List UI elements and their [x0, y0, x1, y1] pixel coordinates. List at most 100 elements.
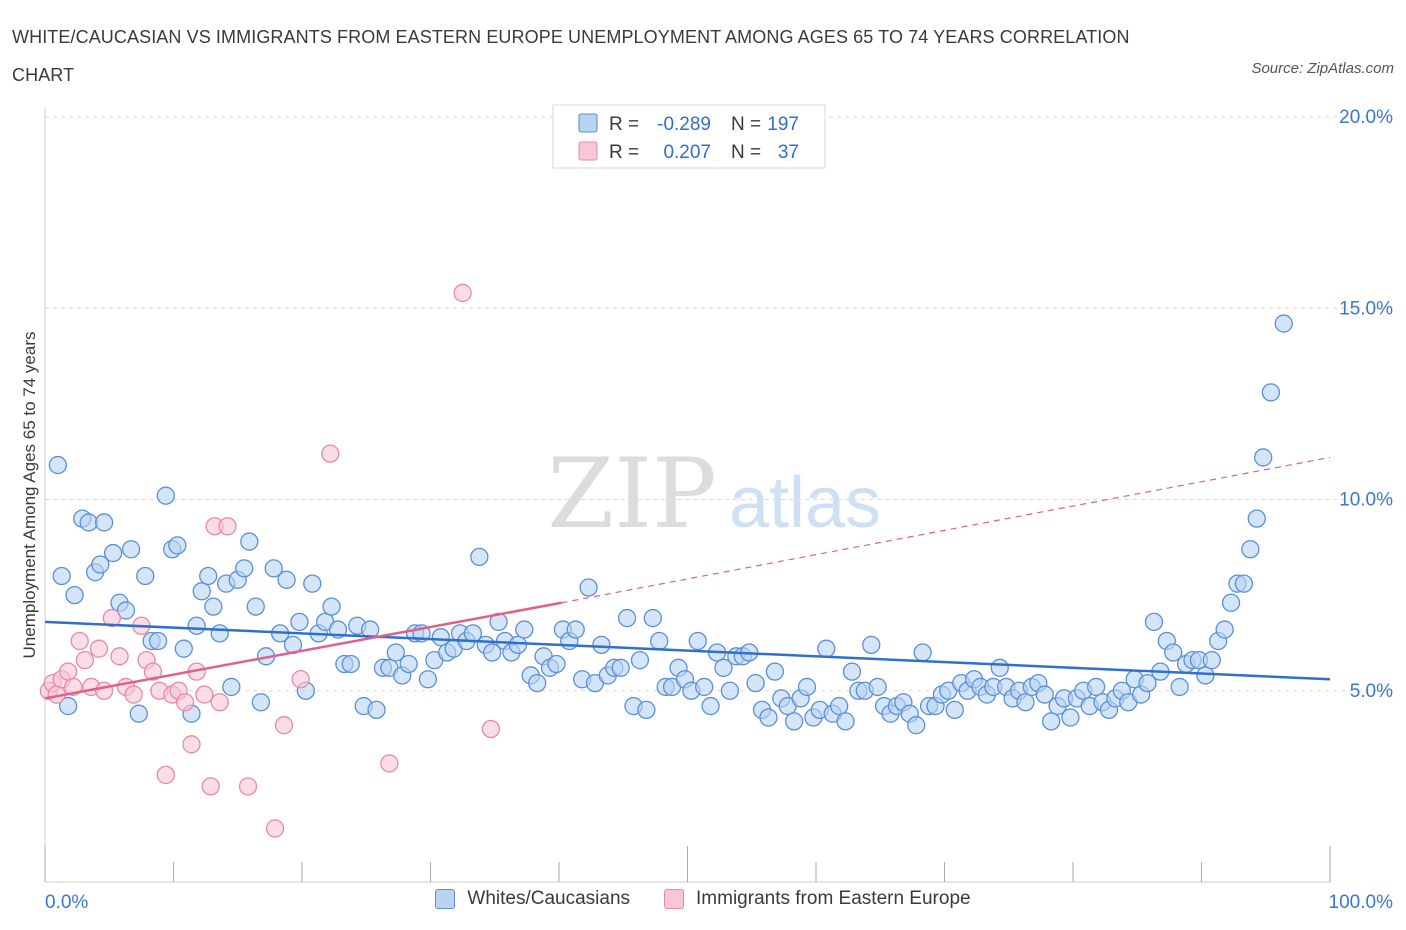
- point-whites: [240, 532, 259, 551]
- point-whites: [1202, 651, 1221, 670]
- watermark-zip: ZIP: [547, 438, 716, 550]
- point-immigrants: [182, 735, 201, 754]
- point-whites: [192, 582, 211, 601]
- point-whites: [688, 631, 707, 651]
- point-whites: [1042, 712, 1061, 731]
- point-whites: [1215, 620, 1234, 639]
- point-whites: [1016, 693, 1035, 712]
- point-whites: [264, 559, 283, 578]
- point-whites: [797, 677, 817, 697]
- stats-r-label-blue: R =: [609, 114, 639, 135]
- point-whites: [399, 654, 418, 674]
- stats-r-label-pink: R =: [609, 142, 639, 163]
- point-whites: [508, 635, 528, 654]
- point-whites: [1164, 643, 1183, 662]
- point-whites: [174, 639, 193, 658]
- point-immigrants: [124, 685, 143, 704]
- point-whites: [121, 540, 141, 559]
- point-whites: [714, 658, 733, 677]
- series-legend: Whites/Caucasians Immigrants from Easter…: [0, 888, 1406, 910]
- stats-r-value-pink: 0.207: [663, 142, 711, 163]
- point-whites: [611, 658, 630, 677]
- point-whites: [765, 662, 785, 681]
- point-whites: [79, 513, 98, 532]
- point-whites: [418, 670, 438, 689]
- point-whites: [990, 658, 1009, 677]
- point-immigrants: [156, 765, 175, 785]
- point-immigrants: [321, 444, 340, 463]
- point-immigrants: [70, 631, 89, 651]
- point-whites: [785, 712, 804, 731]
- point-whites: [720, 681, 740, 700]
- point-immigrants: [210, 693, 229, 712]
- point-whites: [1241, 540, 1260, 559]
- point-whites: [48, 455, 67, 475]
- legend-label-immigrants: Immigrants from Eastern Europe: [696, 888, 971, 909]
- point-whites: [187, 616, 206, 635]
- point-whites: [1261, 383, 1281, 402]
- point-whites: [52, 566, 71, 586]
- y-tick-label: 5.0%: [1350, 681, 1393, 702]
- stats-n-label-pink: N =: [731, 142, 761, 163]
- point-whites: [1221, 593, 1241, 612]
- legend-swatch-blue: [435, 889, 456, 909]
- point-immigrants: [481, 719, 501, 739]
- point-whites: [303, 574, 322, 593]
- point-whites: [592, 635, 611, 654]
- point-immigrants: [274, 716, 294, 735]
- data-points: [39, 283, 1293, 838]
- point-whites: [829, 696, 849, 716]
- point-immigrants: [380, 754, 399, 773]
- stats-legend-swatch-blue: [578, 113, 598, 133]
- point-whites: [528, 673, 547, 693]
- point-whites: [277, 570, 296, 589]
- point-whites: [650, 631, 669, 651]
- point-whites: [1254, 448, 1273, 467]
- point-whites: [386, 643, 405, 662]
- legend-item-whites[interactable]: Whites/Caucasians: [435, 888, 630, 910]
- y-tick-label: 10.0%: [1339, 490, 1393, 511]
- point-whites: [643, 608, 662, 628]
- watermark: ZIP atlas: [547, 438, 881, 550]
- stats-legend-box: [552, 104, 826, 169]
- point-whites: [148, 631, 168, 651]
- point-whites: [868, 677, 887, 697]
- point-whites: [907, 716, 926, 735]
- point-immigrants: [218, 517, 237, 536]
- point-whites: [637, 700, 656, 720]
- point-immigrants: [265, 819, 285, 838]
- point-immigrants: [453, 283, 472, 303]
- point-whites: [470, 547, 489, 567]
- point-whites: [222, 677, 241, 697]
- x-tick-label-min: 0.0%: [45, 892, 88, 913]
- point-whites: [630, 651, 650, 670]
- point-whites: [1196, 666, 1215, 685]
- point-immigrants: [58, 662, 78, 681]
- source-credit: Source: ZipAtlas.com: [1251, 60, 1394, 77]
- trend-line-immigrants-extrapolated: [561, 456, 1331, 604]
- point-whites: [65, 585, 84, 605]
- point-whites: [204, 597, 223, 616]
- legend-item-immigrants[interactable]: Immigrants from Eastern Europe: [664, 888, 971, 910]
- stats-r-value-blue: -0.289: [657, 114, 711, 135]
- point-whites: [129, 704, 148, 723]
- point-immigrants: [89, 639, 109, 658]
- legend-label-whites: Whites/Caucasians: [467, 888, 631, 909]
- point-whites: [862, 635, 881, 654]
- point-whites: [136, 566, 155, 586]
- axes: [44, 107, 1331, 883]
- point-whites: [235, 559, 254, 578]
- point-whites: [1274, 314, 1293, 333]
- point-immigrants: [94, 681, 114, 700]
- grid-lines: [45, 116, 1390, 692]
- stats-legend: R = -0.289 N = 197 R = 0.207 N = 37: [552, 104, 826, 169]
- point-whites: [945, 700, 964, 720]
- trend-line-immigrants: [44, 601, 562, 700]
- trend-line-whites: [44, 620, 1331, 681]
- y-tick-label: 15.0%: [1339, 298, 1393, 319]
- stats-n-label-blue: N =: [731, 114, 761, 135]
- point-whites: [367, 700, 386, 720]
- point-whites: [836, 712, 855, 731]
- point-whites: [94, 513, 114, 532]
- point-whites: [1061, 708, 1080, 727]
